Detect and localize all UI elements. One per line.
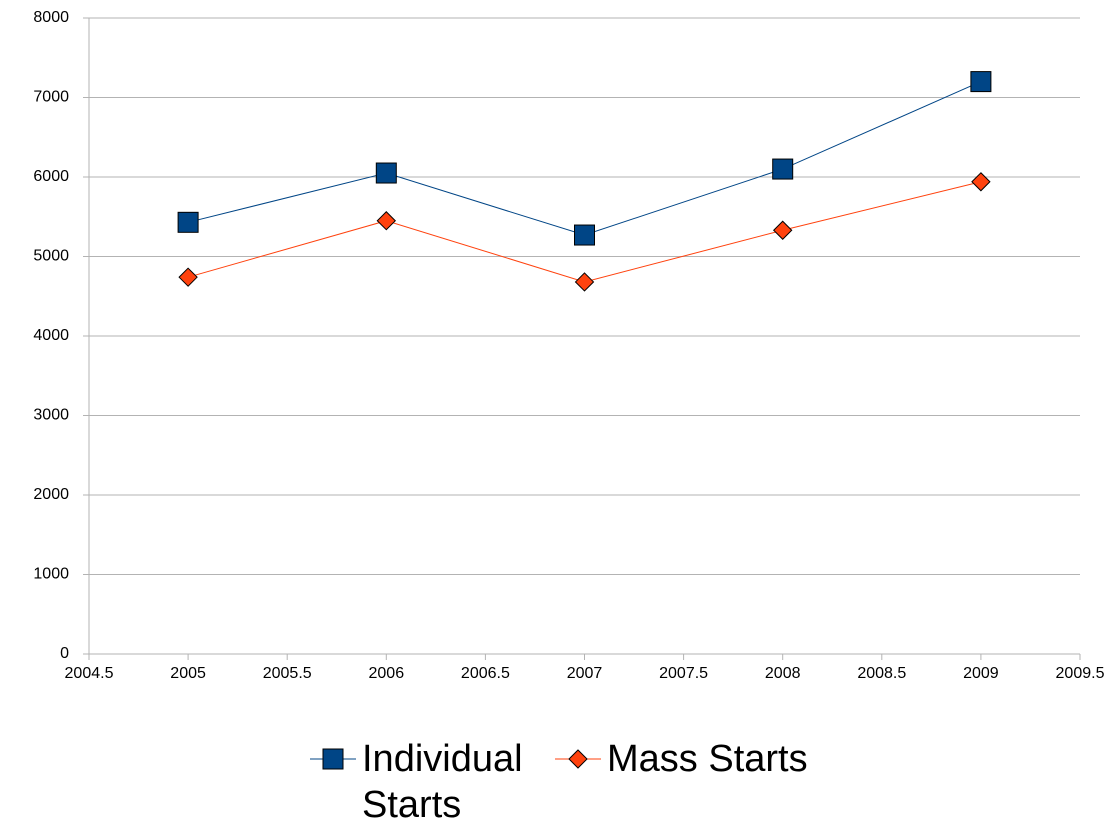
y-tick-label: 7000 bbox=[33, 89, 69, 106]
x-tick-label: 2009.5 bbox=[1056, 665, 1105, 682]
x-tick-label: 2007 bbox=[567, 665, 603, 682]
x-tick-label: 2008 bbox=[765, 665, 801, 682]
point bbox=[178, 267, 198, 287]
point bbox=[177, 211, 199, 233]
point bbox=[971, 172, 991, 192]
y-tick-label: 4000 bbox=[33, 327, 69, 344]
y-tick-label: 3000 bbox=[33, 407, 69, 424]
y-tick-label: 2000 bbox=[33, 486, 69, 503]
y-tick-label: 1000 bbox=[33, 566, 69, 583]
legend-label: Individual Starts bbox=[362, 738, 523, 826]
point bbox=[574, 272, 595, 292]
series-line bbox=[187, 81, 982, 236]
point bbox=[772, 220, 793, 240]
point bbox=[574, 224, 595, 246]
x-tick-label: 2008.5 bbox=[857, 665, 906, 682]
point bbox=[376, 211, 397, 231]
point bbox=[970, 71, 992, 93]
point bbox=[772, 158, 794, 180]
point bbox=[375, 162, 397, 184]
x-tick-label: 2005.5 bbox=[263, 665, 312, 682]
legend-symbol bbox=[322, 748, 344, 770]
x-tick-label: 2007.5 bbox=[659, 665, 708, 682]
legend-label: Mass Starts bbox=[607, 738, 808, 780]
x-tick-label: 2004.5 bbox=[65, 665, 114, 682]
legend-symbol bbox=[568, 749, 588, 769]
x-tick-label: 2005 bbox=[170, 665, 206, 682]
x-tick-label: 2009 bbox=[963, 665, 999, 682]
y-tick-label: 5000 bbox=[33, 248, 69, 265]
x-tick-label: 2006.5 bbox=[461, 665, 510, 682]
y-tick-label: 8000 bbox=[33, 9, 69, 26]
y-tick-label: 0 bbox=[60, 645, 69, 662]
y-tick-label: 6000 bbox=[33, 168, 69, 185]
x-tick-label: 2006 bbox=[369, 665, 405, 682]
